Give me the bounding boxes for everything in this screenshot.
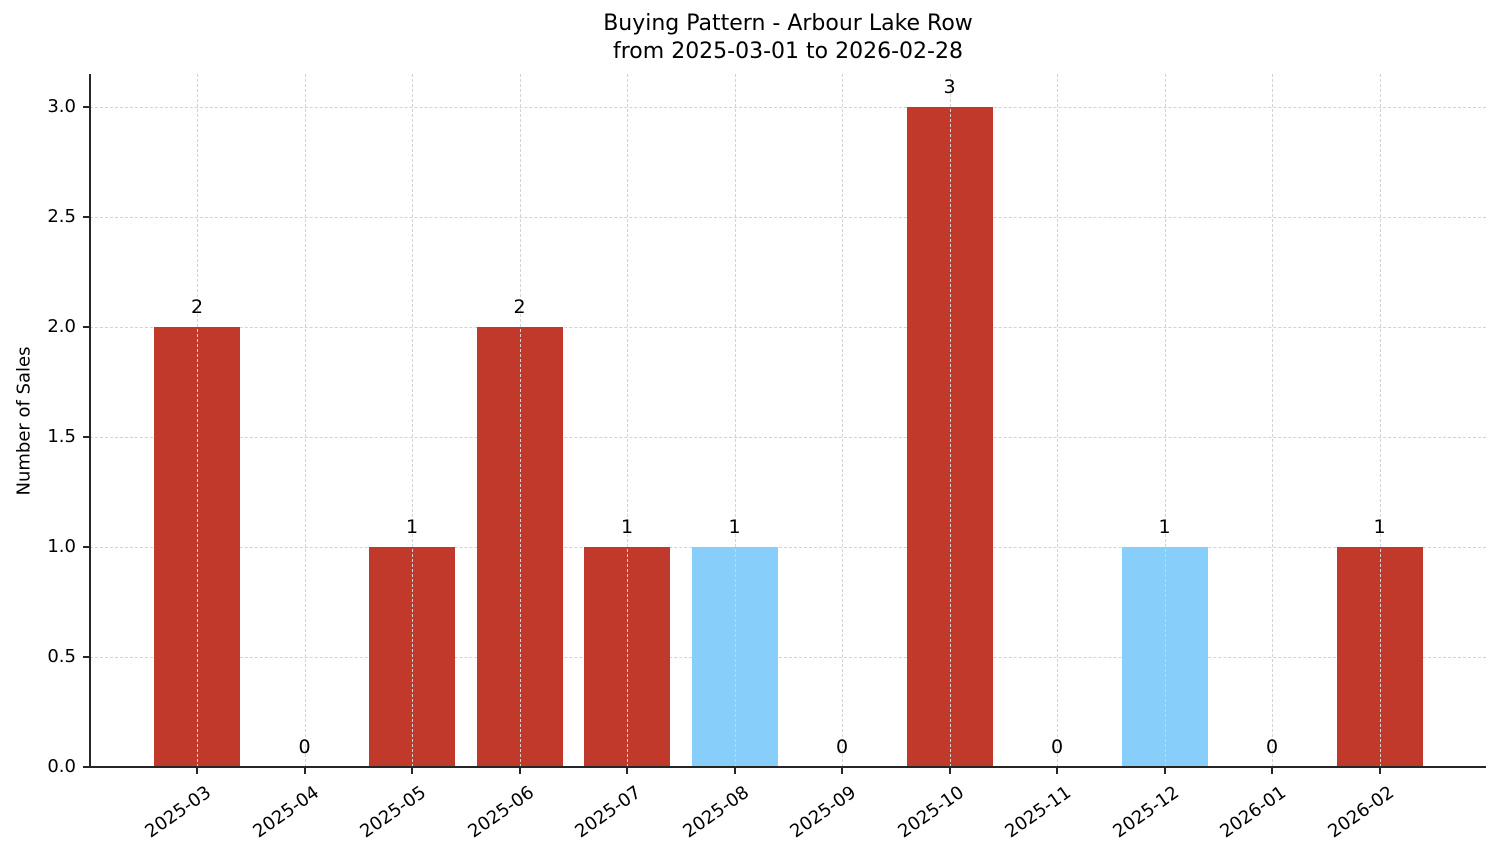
x-tick-label: 2025-05	[356, 782, 431, 843]
x-tick-mark	[626, 767, 628, 774]
x-tick-mark	[1056, 767, 1058, 774]
grid-line-horizontal	[90, 327, 1486, 328]
chart-title-main: Buying Pattern - Arbour Lake Row	[603, 11, 973, 36]
grid-line-horizontal	[90, 437, 1486, 438]
y-tick-label: 0.0	[47, 756, 76, 777]
bar-value-label: 1	[620, 516, 634, 538]
x-tick-mark	[411, 767, 413, 774]
chart-title: Buying Pattern - Arbour Lake Row from 20…	[0, 10, 1501, 66]
grid-line-horizontal	[90, 217, 1486, 218]
grid-line-vertical	[627, 74, 628, 767]
x-tick-label: 2025-04	[248, 782, 323, 843]
x-tick-mark	[1378, 767, 1381, 774]
grid-line-vertical	[1379, 74, 1381, 767]
y-tick-mark	[83, 766, 90, 768]
y-tick-label: 1.0	[47, 536, 76, 557]
y-tick-label: 2.0	[47, 316, 76, 337]
x-tick-mark	[196, 767, 198, 774]
x-tick-label: 2025-07	[571, 782, 646, 843]
y-tick-label: 0.5	[47, 646, 76, 667]
plot-area: 2 0 1 2 1 1 0 3 0 1 0 1	[90, 74, 1486, 768]
x-tick-mark	[1271, 767, 1273, 774]
y-tick-label: 1.5	[47, 426, 76, 447]
chart-subtitle: from 2025-03-01 to 2026-02-28	[613, 39, 963, 64]
x-tick-label: 2025-03	[141, 782, 216, 843]
x-axis-line	[89, 766, 1486, 768]
grid-line-horizontal	[90, 547, 1486, 548]
y-tick-mark	[83, 216, 90, 218]
x-tick-label: 2025-10	[893, 782, 968, 843]
grid-line-horizontal	[90, 107, 1486, 108]
bar-value-label: 0	[1050, 736, 1064, 758]
x-tick-label: 2026-01	[1216, 782, 1291, 843]
y-tick-mark	[83, 326, 90, 328]
bar-value-label: 1	[728, 516, 741, 538]
y-tick-mark	[83, 656, 90, 658]
y-axis-line	[89, 74, 91, 768]
grid-line-vertical	[842, 74, 843, 767]
grid-line-vertical	[519, 74, 521, 767]
x-tick-label: 2025-08	[678, 782, 753, 843]
y-axis-label: Number of Sales	[13, 346, 35, 496]
x-tick-mark	[1163, 767, 1166, 774]
bar-value-label: 1	[405, 516, 419, 538]
bar-value-label: 0	[298, 736, 311, 758]
x-tick-label: 2026-02	[1323, 782, 1398, 843]
x-tick-mark	[518, 767, 521, 774]
x-tick-mark	[841, 767, 843, 774]
grid-line-vertical	[734, 74, 736, 767]
bar-value-label: 0	[1265, 736, 1279, 758]
grid-line-vertical	[949, 74, 951, 767]
y-tick-label: 2.5	[47, 206, 76, 227]
grid-line-vertical	[304, 74, 306, 767]
x-tick-mark	[948, 767, 951, 774]
bar-value-label: 1	[1373, 516, 1386, 538]
grid-line-horizontal	[90, 657, 1486, 658]
x-tick-label: 2025-06	[463, 782, 538, 843]
grid-line-vertical	[1057, 74, 1058, 767]
grid-line-vertical	[197, 74, 198, 767]
bar-value-label: 3	[943, 76, 956, 98]
bar-value-label: 0	[835, 736, 849, 758]
x-tick-mark	[303, 767, 306, 774]
x-tick-mark	[733, 767, 736, 774]
grid-line-vertical	[412, 74, 413, 767]
x-tick-label: 2025-11	[1001, 782, 1076, 843]
y-tick-mark	[83, 106, 90, 108]
bar-value-label: 2	[513, 296, 526, 318]
x-tick-label: 2025-12	[1108, 782, 1183, 843]
grid-line-vertical	[1272, 74, 1273, 767]
x-tick-label: 2025-09	[786, 782, 861, 843]
grid-line-vertical	[1164, 74, 1166, 767]
y-tick-mark	[83, 436, 90, 438]
bar-value-label: 2	[190, 296, 204, 318]
y-tick-label: 3.0	[47, 96, 76, 117]
bar-value-label: 1	[1158, 516, 1171, 538]
y-tick-mark	[83, 546, 90, 548]
